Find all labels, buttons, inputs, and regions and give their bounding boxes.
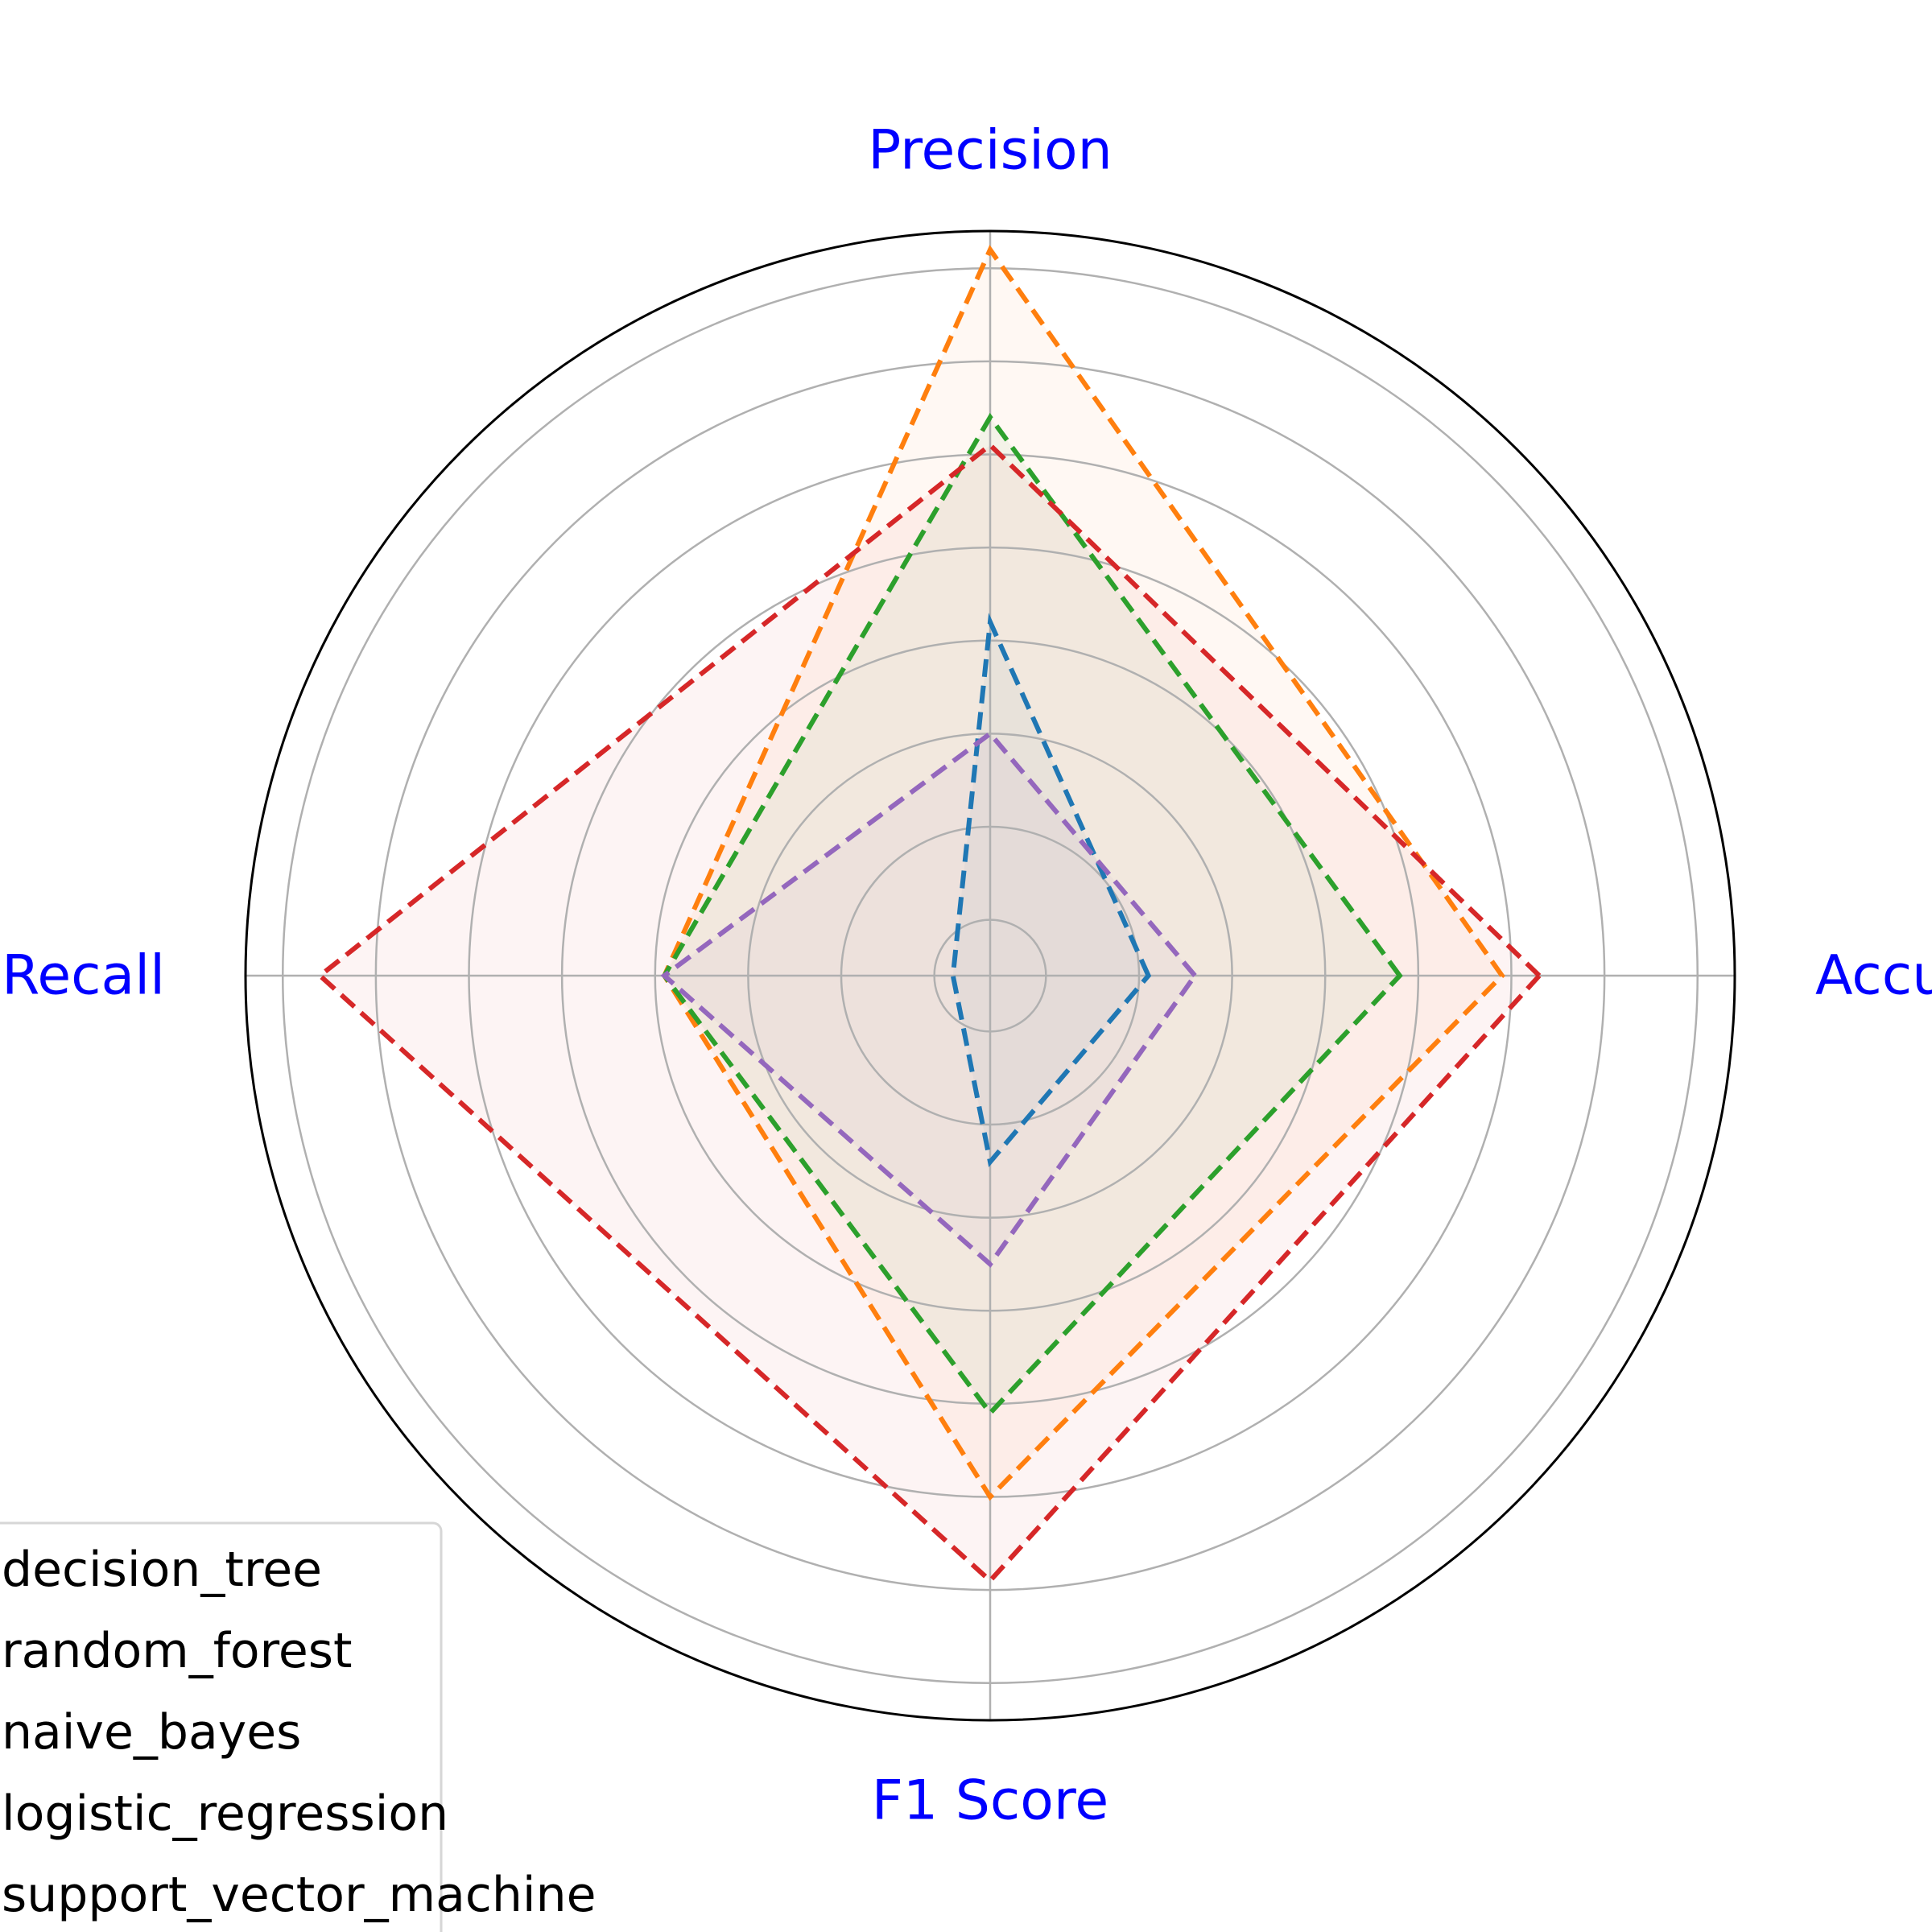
series-line-decision_tree (950, 613, 1152, 1167)
series-fill-decision_tree (952, 621, 1149, 1162)
axis-label-recall: Recall (2, 944, 165, 1008)
legend-entry-naive_bayes: naive_bayes (2, 1704, 301, 1761)
polar-frame (244, 229, 1736, 1722)
legend-entry-logistic_regression: logistic_regression (2, 1785, 448, 1842)
axis-label-f1-score: F1 Score (872, 1769, 1108, 1833)
series-fills (320, 250, 1540, 1581)
series-fill-support_vector_machine (664, 733, 1195, 1265)
legend-box (0, 1521, 443, 1932)
legend-entry-random_forest: random_forest (2, 1623, 353, 1679)
series-line-logistic_regression (316, 441, 1543, 1584)
series-fill-naive_bayes (664, 417, 1400, 1414)
series-line-support_vector_machine (660, 730, 1199, 1268)
legend-entry-support_vector_machine: support_vector_machine (2, 1867, 597, 1923)
axis-labels: Accuracy Precision Recall F1 Score (2, 119, 1932, 1833)
axis-label-accuracy: Accuracy (1815, 944, 1932, 1008)
legend-entry-decision_tree: decision_tree (2, 1542, 322, 1598)
series-fill-logistic_regression (320, 444, 1540, 1581)
axis-label-precision: Precision (868, 119, 1112, 183)
series-lines (316, 245, 1543, 1584)
series-fill-random_forest (664, 250, 1502, 1497)
legend: decision_tree random_forest naive_bayeslog… (0, 1521, 597, 1932)
